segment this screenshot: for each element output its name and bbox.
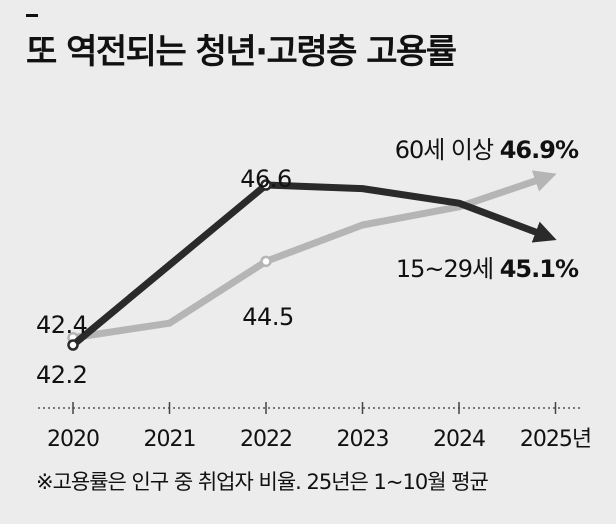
line-chart: 2020 2021 2022 2023 2024 2025년 42.4 44.5 42.2 46…: [36, 136, 592, 452]
data-label-group: 42.4 44.5 42.2 46.6 60세 이상 46.9% 15~29세 45.1%: [36, 136, 580, 389]
legend-label-youth: 15~29세 45.1%: [396, 255, 579, 283]
x-tick-label: 2022: [240, 427, 292, 452]
data-label: 42.4: [36, 311, 87, 339]
data-label: 42.2: [36, 361, 87, 389]
series-line-elderly: [72, 170, 557, 342]
data-point-marker: [260, 255, 272, 268]
x-tick-label: 2024: [433, 427, 485, 452]
x-tick-label: 2023: [337, 427, 389, 452]
x-tick-label: 2021: [144, 427, 196, 452]
series-group: [67, 170, 557, 351]
footnote: ※고용률은 인구 중 취업자 비율. 25년은 1~10월 평균: [36, 470, 489, 494]
title-accent-bar: [26, 14, 38, 17]
x-axis: 2020 2021 2022 2023 2024 2025년: [38, 402, 592, 452]
data-point-marker: [260, 179, 272, 191]
series-line-youth: [70, 181, 557, 348]
data-label: 44.5: [242, 303, 293, 331]
legend-label-elderly: 60세 이상 46.9%: [395, 136, 579, 164]
x-tick-label: 2025년: [520, 427, 591, 452]
data-label: 46.6: [240, 165, 291, 193]
chart-title: 또 역전되는 청년·고령층 고용률: [26, 32, 457, 72]
data-point-marker: [67, 339, 79, 351]
x-tick-label: 2020: [47, 427, 99, 452]
